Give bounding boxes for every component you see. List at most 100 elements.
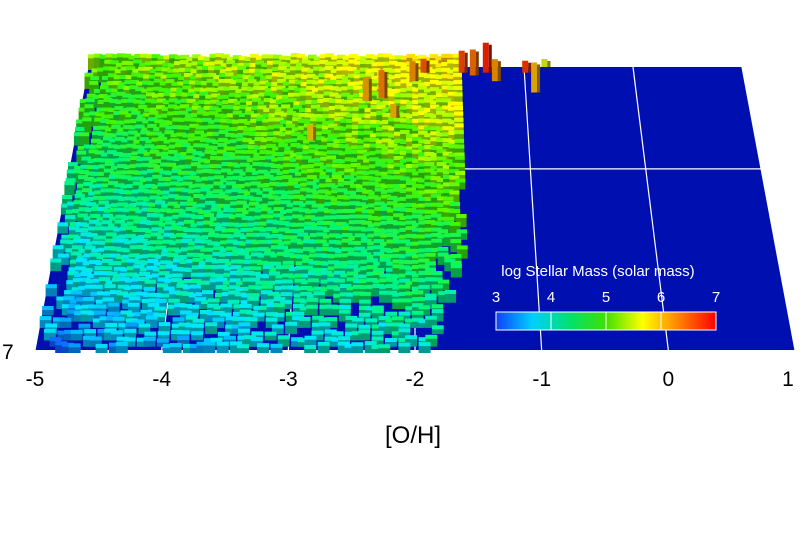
histogram-bar-top [147, 163, 158, 168]
histogram-bar-top [86, 233, 98, 238]
histogram-bar-top [256, 114, 266, 119]
histogram-bar-top [45, 323, 57, 328]
histogram-bar-top [270, 169, 281, 174]
histogram-bar-top [292, 311, 305, 316]
histogram-bar-top [207, 184, 218, 189]
histogram-bar-top [353, 260, 365, 265]
histogram-bar [425, 280, 437, 291]
histogram-bar-top [235, 213, 246, 218]
histogram-bar-top [80, 310, 93, 315]
histogram-bar-top [136, 291, 148, 296]
histogram-bar-top [325, 61, 334, 66]
histogram-bar-top [287, 190, 298, 195]
histogram-bar-top [253, 221, 265, 226]
histogram-bar-top [218, 130, 229, 134]
histogram-bar-top [151, 93, 161, 98]
histogram-bar-top [173, 68, 182, 73]
histogram-bar-top [176, 226, 188, 231]
histogram-bar-top [232, 55, 242, 60]
histogram-bar-top [105, 53, 114, 58]
histogram-bar-top [111, 88, 121, 93]
histogram-bar-top [418, 184, 429, 189]
histogram-bar-top [332, 159, 343, 163]
histogram-bar-top [319, 165, 330, 170]
histogram-bar-top [330, 215, 341, 220]
histogram-bar [448, 155, 459, 165]
histogram-bar-top [171, 125, 181, 130]
histogram-bar-top [180, 255, 192, 260]
histogram-bar-top [198, 56, 207, 61]
histogram-bar-top [261, 126, 272, 131]
histogram-bar [308, 152, 319, 165]
histogram-bar-top [279, 210, 291, 214]
histogram-bar [418, 308, 430, 316]
histogram-bar-top [229, 86, 239, 90]
histogram-bar-top [214, 170, 225, 174]
histogram-bar-top [295, 155, 306, 160]
histogram-bar-top [304, 119, 314, 124]
histogram-bar-top [278, 61, 288, 66]
histogram-bar [431, 287, 443, 297]
histogram-bar-top [338, 171, 348, 175]
histogram-bar-top [453, 92, 463, 97]
histogram-bar-top [435, 89, 445, 93]
histogram-bar-top [366, 284, 378, 289]
histogram-bar [113, 230, 124, 240]
histogram-bar-top [164, 130, 174, 135]
histogram-bar-top [77, 213, 88, 218]
histogram-bar-top [450, 254, 462, 258]
histogram-bar-top [223, 146, 234, 151]
histogram-bar-top [70, 290, 83, 295]
histogram-bar-top [80, 232, 92, 237]
histogram-bar-top [95, 183, 106, 188]
histogram-bar-top [345, 146, 355, 151]
histogram-bar-top [210, 273, 222, 278]
histogram-bar-top [159, 265, 171, 270]
histogram-bar-top [153, 78, 163, 83]
histogram-bar-top [369, 157, 379, 162]
histogram-bar-top [424, 140, 434, 145]
histogram-bar-top [185, 268, 197, 272]
histogram-bar-top [278, 143, 288, 148]
histogram-bar-top [333, 270, 345, 275]
histogram-bar-top [277, 156, 288, 161]
histogram-bar-top [115, 62, 125, 67]
histogram-bar-top [192, 203, 203, 208]
histogram-bar-top [333, 133, 343, 138]
histogram-bar-top [97, 67, 106, 72]
histogram-bar-top [318, 317, 331, 322]
histogram-bar-top [183, 125, 193, 130]
histogram-bar-top [169, 187, 180, 192]
histogram-bar-top [126, 318, 138, 323]
histogram-bar-top [311, 208, 322, 213]
histogram-bar-top [124, 119, 134, 124]
histogram-bar [280, 203, 291, 215]
histogram-bar-top [138, 188, 149, 193]
histogram-bar-top [236, 74, 246, 79]
histogram-bar-top [249, 63, 259, 67]
histogram-bar-top [64, 329, 76, 334]
histogram-bar [261, 293, 273, 303]
histogram-bar-top [411, 277, 424, 282]
histogram-bar-top [406, 149, 416, 154]
histogram-bar-top [97, 207, 108, 211]
histogram-bar-top [388, 75, 398, 80]
histogram-bar-top [114, 145, 124, 150]
histogram-bar-top [123, 86, 133, 90]
histogram-bar-top [316, 117, 326, 122]
histogram-bar-top [335, 240, 346, 245]
histogram-bar-top [203, 61, 212, 66]
histogram-bar [300, 302, 312, 309]
histogram-bar-top [387, 164, 398, 169]
histogram-bar-top [126, 143, 136, 148]
histogram-bar-top [247, 79, 257, 84]
histogram-bar-top [85, 171, 96, 176]
histogram-bar [126, 146, 136, 159]
histogram-bar-top [314, 271, 326, 276]
histogram-bar-top [326, 304, 338, 309]
histogram-bar [152, 276, 164, 284]
histogram-bar-top [340, 112, 350, 117]
histogram-bar-top [424, 107, 434, 112]
histogram-bar-top [187, 145, 197, 150]
histogram-bar-top [316, 239, 327, 244]
